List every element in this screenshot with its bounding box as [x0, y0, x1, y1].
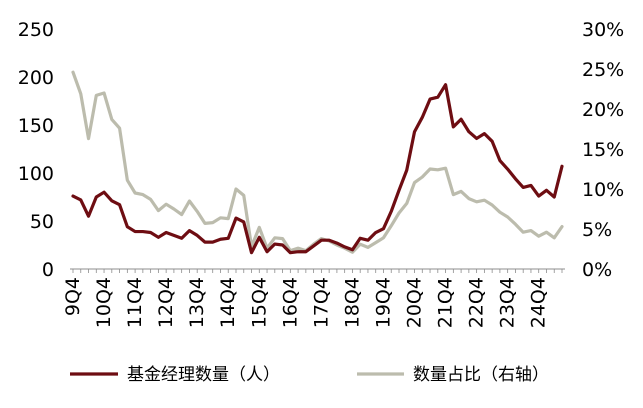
left-y-tick-label: 50	[30, 211, 54, 233]
right-y-tick-label: 10%	[582, 179, 624, 201]
x-tick-label: 21Q4	[435, 277, 457, 328]
right-y-tick-label: 15%	[582, 139, 624, 161]
x-tick-label: 11Q4	[124, 277, 146, 328]
x-tick-label: 12Q4	[155, 277, 177, 328]
series-line-manager-count	[71, 83, 564, 255]
legend-item-share: 数量占比（右轴）	[413, 365, 549, 385]
x-tick-label: 13Q4	[186, 277, 208, 328]
left-y-tick-label: 150	[18, 115, 54, 137]
right-y-tick-label: 5%	[582, 219, 612, 241]
x-tick-label: 22Q4	[466, 277, 488, 328]
left-y-tick-label: 250	[18, 19, 54, 41]
series-line-share	[71, 70, 564, 254]
left-y-axis: 0 50 100 150 200 250	[18, 19, 54, 281]
x-tick-label: 18Q4	[341, 277, 363, 328]
x-tick-label: 16Q4	[279, 277, 301, 328]
x-tick-label: 15Q4	[248, 277, 270, 328]
left-y-tick-label: 0	[42, 259, 54, 281]
x-axis: 9Q4 10Q4 11Q4 12Q4 13Q4 14Q4 15Q4 16Q4 17Q4 18Q4 1…	[62, 268, 565, 328]
right-y-tick-label: 0%	[582, 259, 612, 281]
series-lines	[71, 70, 564, 255]
x-tick-label: 23Q4	[497, 277, 519, 328]
x-tick-label: 9Q4	[62, 277, 84, 316]
x-tick-label: 17Q4	[310, 277, 332, 328]
legend: 基金经理数量（人） 数量占比（右轴）	[70, 365, 549, 385]
right-y-tick-label: 25%	[582, 59, 624, 81]
x-tick-label: 10Q4	[93, 277, 115, 328]
right-y-tick-label: 20%	[582, 99, 624, 121]
left-y-tick-label: 200	[18, 67, 54, 89]
x-tick-label: 19Q4	[372, 277, 394, 328]
right-y-axis: 0% 5% 10% 15% 20% 25% 30%	[582, 19, 624, 281]
x-tick-label: 24Q4	[528, 277, 550, 328]
x-tick-label: 14Q4	[217, 277, 239, 328]
x-tick-label: 20Q4	[404, 277, 426, 328]
left-y-tick-label: 100	[18, 163, 54, 185]
right-y-tick-label: 30%	[582, 19, 624, 41]
legend-item-manager-count: 基金经理数量（人）	[127, 365, 280, 385]
